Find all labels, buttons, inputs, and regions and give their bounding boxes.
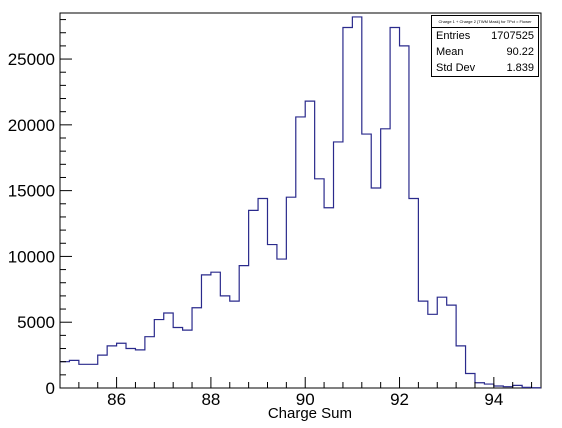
entries-value: 1707525 xyxy=(491,30,534,42)
x-tick-label: 88 xyxy=(201,390,220,409)
stats-row-mean: Mean 90.22 xyxy=(432,44,538,60)
stddev-value: 1.839 xyxy=(506,62,534,74)
plot-frame xyxy=(59,12,542,389)
y-tick-label: 20000 xyxy=(8,116,55,135)
stats-row-entries: Entries 1707525 xyxy=(432,28,538,44)
x-tick-label: 90 xyxy=(296,390,315,409)
x-tick-label: 94 xyxy=(484,390,503,409)
x-tick-label: 92 xyxy=(390,390,409,409)
y-tick-label: 5000 xyxy=(17,313,55,332)
stats-row-stddev: Std Dev 1.839 xyxy=(432,60,538,76)
histogram-series xyxy=(60,16,541,389)
entries-label: Entries xyxy=(436,30,471,42)
y-tick-label: 0 xyxy=(46,379,55,398)
stddev-label: Std Dev xyxy=(436,62,476,74)
stats-box: Charge 1 + Charge 2 {TWM Mask} for TPct … xyxy=(431,15,539,77)
y-tick-label: 15000 xyxy=(8,182,55,201)
x-axis-title: Charge Sum xyxy=(268,405,352,422)
x-tick-label: 86 xyxy=(107,390,126,409)
y-tick-label: 25000 xyxy=(8,50,55,69)
stats-title: Charge 1 + Charge 2 {TWM Mask} for TPct … xyxy=(432,16,538,28)
mean-label: Mean xyxy=(436,46,464,58)
y-tick-label: 10000 xyxy=(8,247,55,266)
mean-value: 90.22 xyxy=(506,46,534,58)
